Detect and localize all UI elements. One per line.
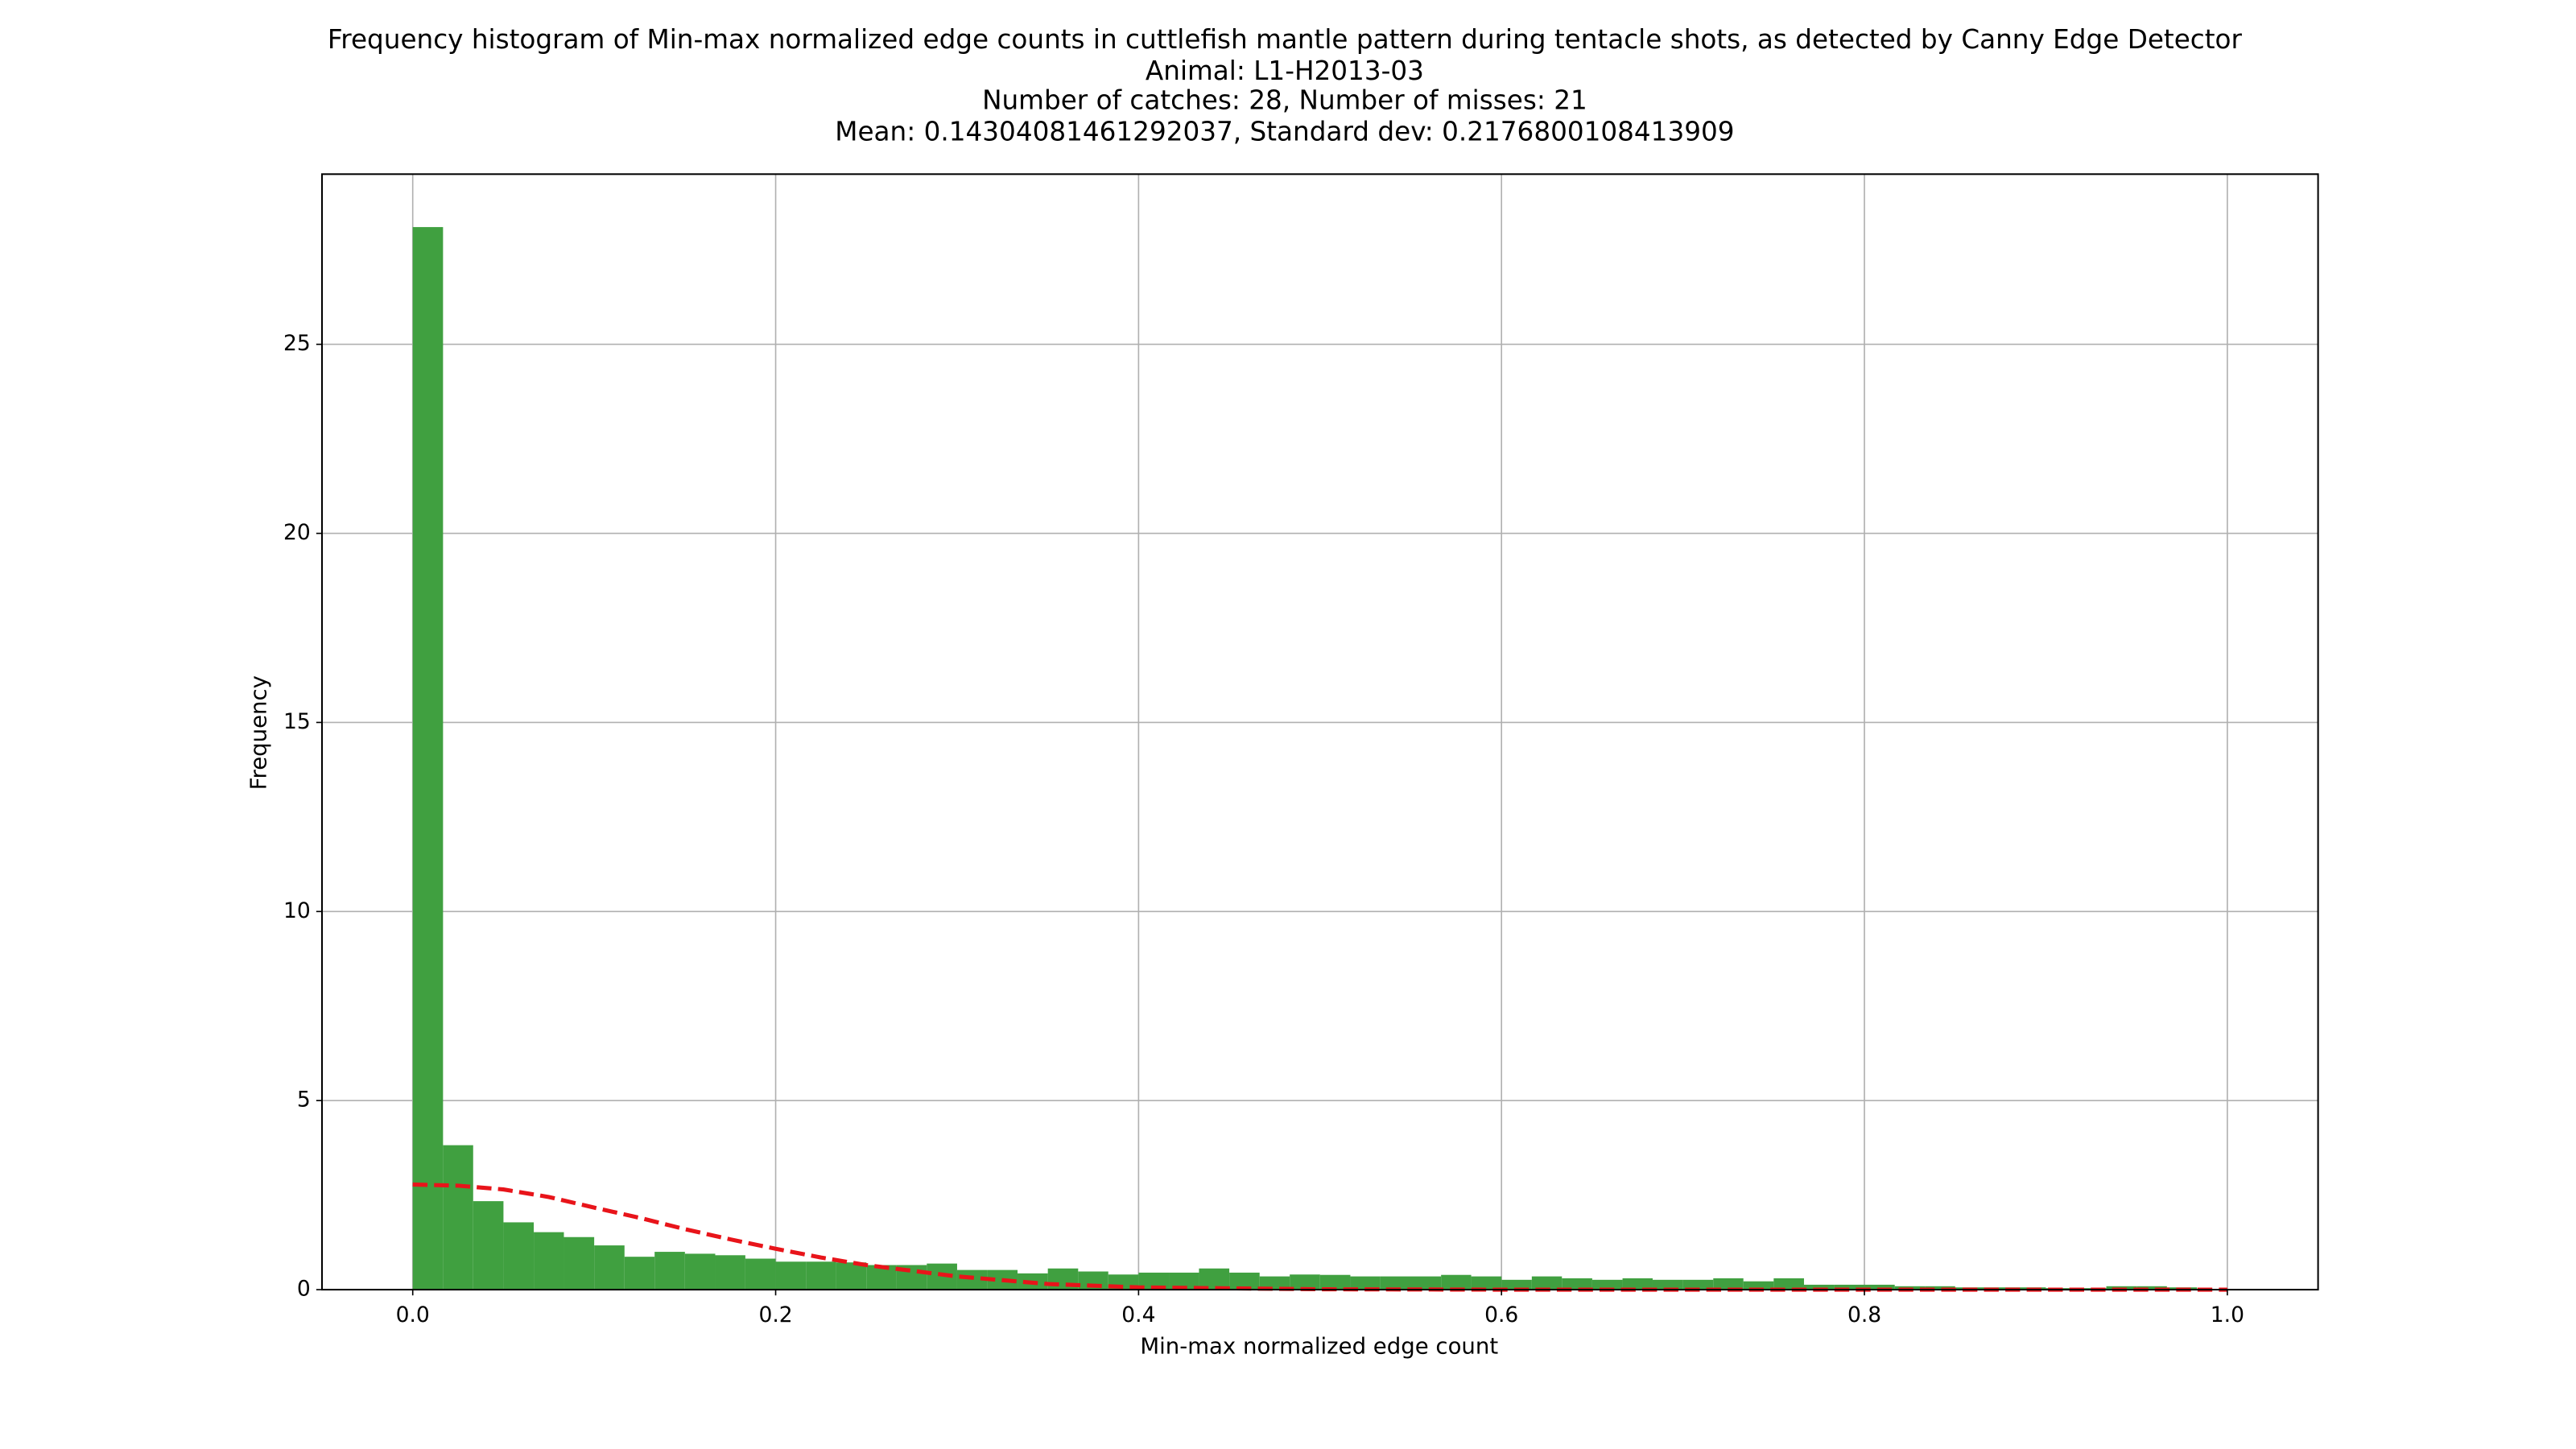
- histogram-bar: [1622, 1278, 1653, 1290]
- histogram-bar: [564, 1236, 595, 1290]
- histogram-bar: [1138, 1272, 1170, 1290]
- chart-subtitle: Animal: L1-H2013-03: [1146, 56, 1424, 86]
- histogram-bar: [1713, 1278, 1744, 1290]
- x-tick-label: 0.0: [396, 1302, 430, 1327]
- histogram-bar: [1864, 1284, 1895, 1290]
- chart-subtitle: Number of catches: 28, Number of misses:…: [982, 85, 1587, 116]
- histogram-bar: [1319, 1274, 1351, 1290]
- histogram-bar: [1501, 1279, 1532, 1290]
- histogram-bar: [1259, 1276, 1290, 1290]
- histogram-bar: [806, 1261, 836, 1290]
- y-tick-label: 20: [283, 520, 311, 545]
- histogram-bar: [775, 1261, 807, 1290]
- histogram-bar: [534, 1232, 564, 1290]
- y-axis-label: Frequency: [246, 675, 271, 790]
- y-tick-label: 25: [283, 331, 311, 356]
- y-tick-label: 0: [297, 1277, 311, 1302]
- histogram-bar: [1350, 1276, 1381, 1290]
- x-tick-label: 0.6: [1484, 1302, 1518, 1327]
- histogram-bar: [624, 1257, 655, 1290]
- histogram-bar: [503, 1222, 535, 1290]
- histogram-bar: [1471, 1276, 1502, 1290]
- histogram-bar: [745, 1258, 776, 1290]
- histogram-bar: [1985, 1287, 2016, 1290]
- y-tick-label: 15: [283, 709, 311, 734]
- histogram-bar: [1441, 1274, 1472, 1290]
- ticks: 0 5 10 15 20 25 0.0 0.2 0.4 0.6 0.8 1.0: [283, 331, 2244, 1327]
- histogram-bar: [1169, 1272, 1199, 1290]
- histogram-bar: [1803, 1284, 1835, 1290]
- grid: [322, 174, 2318, 1290]
- histogram-bar: [594, 1245, 625, 1290]
- histogram-bar: [1773, 1278, 1804, 1290]
- y-tick-label: 10: [283, 898, 311, 923]
- histogram-bar: [1410, 1276, 1442, 1290]
- histogram-bar: [1531, 1276, 1563, 1290]
- histogram-bar: [473, 1201, 504, 1290]
- y-tick-label: 5: [297, 1088, 311, 1113]
- histogram-bar: [684, 1253, 716, 1290]
- histogram-bar: [443, 1145, 473, 1290]
- chart-title: Frequency histogram of Min-max normalize…: [328, 24, 2243, 55]
- histogram-bar: [1229, 1272, 1260, 1290]
- histogram-bar: [1290, 1274, 1320, 1290]
- x-tick-label: 0.2: [758, 1302, 792, 1327]
- histogram-bar: [715, 1255, 745, 1290]
- histogram-bar: [1591, 1279, 1623, 1290]
- histogram-bar: [1743, 1281, 1774, 1290]
- histogram-bar: [654, 1252, 685, 1290]
- x-axis-label: Min-max normalized edge count: [1140, 1333, 1498, 1359]
- histogram-bar: [1380, 1276, 1411, 1290]
- x-tick-label: 0.4: [1121, 1302, 1155, 1327]
- histogram-bar: [1652, 1279, 1683, 1290]
- histogram-bar: [1682, 1279, 1714, 1290]
- histogram-bar: [2136, 1286, 2167, 1290]
- plot-frame: [320, 173, 2319, 1291]
- chart-subtitle: Mean: 0.14304081461292037, Standard dev:…: [835, 116, 1734, 147]
- histogram-bar: [1562, 1278, 1592, 1290]
- x-tick-label: 0.8: [1847, 1302, 1881, 1327]
- histogram-bar: [866, 1265, 897, 1290]
- histogram-bar: [1834, 1284, 1865, 1290]
- bars: [412, 227, 2227, 1290]
- histogram-bar: [1925, 1286, 1955, 1290]
- x-tick-label: 1.0: [2211, 1302, 2244, 1327]
- histogram-bar: [412, 227, 444, 1290]
- histogram-bar: [836, 1262, 867, 1290]
